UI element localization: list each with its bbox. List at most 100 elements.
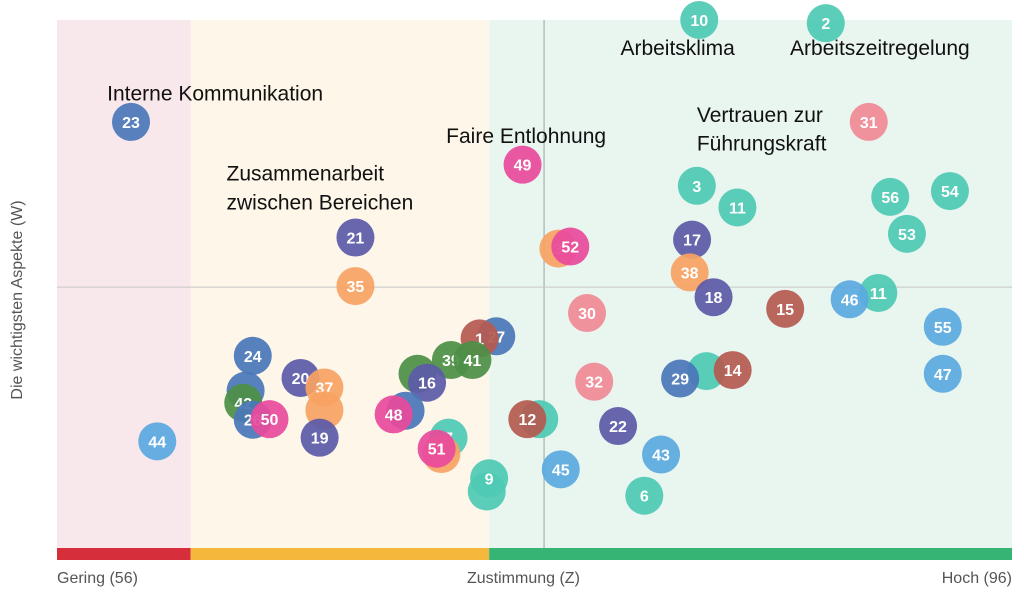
point-marker[interactable] bbox=[930, 172, 969, 211]
point-label: 11 bbox=[870, 286, 887, 303]
data-point[interactable]: 18 bbox=[694, 278, 733, 317]
data-point[interactable]: 50 bbox=[250, 400, 289, 439]
data-point[interactable]: 14 bbox=[713, 351, 752, 390]
data-point[interactable]: 31 bbox=[849, 102, 888, 141]
point-marker[interactable] bbox=[718, 188, 757, 227]
annotation-label: Faire Entlohnung bbox=[446, 125, 606, 148]
point-marker[interactable] bbox=[508, 400, 547, 439]
point-marker[interactable] bbox=[677, 166, 716, 205]
point-label: 50 bbox=[261, 412, 279, 429]
point-marker[interactable] bbox=[453, 341, 492, 380]
point-marker[interactable] bbox=[336, 218, 375, 257]
point-marker[interactable] bbox=[250, 400, 289, 439]
point-marker[interactable] bbox=[673, 220, 712, 259]
point-marker[interactable] bbox=[661, 359, 700, 398]
data-point[interactable]: 43 bbox=[642, 435, 681, 474]
point-label: 48 bbox=[385, 407, 403, 424]
point-marker[interactable] bbox=[417, 429, 456, 468]
data-point[interactable]: 30 bbox=[568, 294, 607, 333]
point-marker[interactable] bbox=[138, 422, 177, 461]
data-point[interactable]: 35 bbox=[336, 267, 375, 306]
data-point[interactable]: 49 bbox=[503, 145, 542, 184]
point-label: 18 bbox=[705, 290, 723, 307]
data-point[interactable]: 48 bbox=[374, 395, 413, 434]
point-label: 22 bbox=[609, 419, 627, 436]
data-point[interactable]: 41 bbox=[453, 341, 492, 380]
data-point[interactable]: 17 bbox=[673, 220, 712, 259]
data-point[interactable]: 46 bbox=[830, 280, 869, 319]
point-label: 44 bbox=[148, 434, 166, 451]
point-marker[interactable] bbox=[849, 102, 888, 141]
point-marker[interactable] bbox=[694, 278, 733, 317]
point-marker[interactable] bbox=[670, 253, 709, 292]
data-point[interactable]: 16 bbox=[408, 363, 447, 402]
point-marker[interactable] bbox=[830, 280, 869, 319]
point-marker[interactable] bbox=[300, 418, 339, 457]
data-point[interactable]: 51 bbox=[417, 429, 456, 468]
point-marker[interactable] bbox=[642, 435, 681, 474]
data-point[interactable]: 12 bbox=[508, 400, 547, 439]
point-marker[interactable] bbox=[766, 289, 805, 328]
data-point[interactable]: 3 bbox=[677, 166, 716, 205]
point-marker[interactable] bbox=[887, 214, 926, 253]
data-point[interactable]: 44 bbox=[138, 422, 177, 461]
point-label: 49 bbox=[514, 158, 532, 175]
data-point[interactable]: 9 bbox=[470, 459, 509, 498]
point-label: 10 bbox=[690, 13, 708, 30]
data-point[interactable]: 54 bbox=[930, 172, 969, 211]
data-point[interactable]: 10 bbox=[680, 1, 719, 39]
data-point[interactable]: 19 bbox=[300, 418, 339, 457]
point-marker[interactable] bbox=[680, 1, 719, 39]
data-point[interactable]: 55 bbox=[923, 307, 962, 346]
data-point[interactable]: 11 bbox=[859, 273, 898, 312]
point-label: 29 bbox=[671, 372, 689, 389]
point-label: 45 bbox=[552, 462, 570, 479]
data-point[interactable]: 56 bbox=[871, 177, 910, 216]
point-label: 16 bbox=[418, 376, 436, 393]
data-point[interactable]: 23 bbox=[112, 102, 151, 141]
point-marker[interactable] bbox=[374, 395, 413, 434]
point-marker[interactable] bbox=[923, 354, 962, 393]
point-marker[interactable] bbox=[336, 267, 375, 306]
data-point[interactable]: 52 bbox=[551, 227, 590, 266]
zone-bar-1 bbox=[190, 548, 490, 560]
data-point[interactable]: 53 bbox=[887, 214, 926, 253]
data-point[interactable]: 38 bbox=[670, 253, 709, 292]
point-marker[interactable] bbox=[503, 145, 542, 184]
point-marker[interactable] bbox=[713, 351, 752, 390]
annotation-label: Vertrauen zur bbox=[697, 104, 823, 127]
point-marker[interactable] bbox=[599, 407, 638, 446]
point-marker[interactable] bbox=[806, 4, 845, 43]
point-marker[interactable] bbox=[551, 227, 590, 266]
data-point[interactable]: 11 bbox=[718, 188, 757, 227]
point-label: 14 bbox=[724, 363, 742, 380]
data-point[interactable]: 6 bbox=[625, 476, 664, 515]
data-point[interactable]: 15 bbox=[766, 289, 805, 328]
point-marker[interactable] bbox=[112, 102, 151, 141]
point-marker[interactable] bbox=[568, 294, 607, 333]
data-point[interactable]: 24 bbox=[233, 336, 272, 375]
point-label: 31 bbox=[860, 115, 878, 132]
point-label: 1 bbox=[475, 331, 484, 348]
point-marker[interactable] bbox=[408, 363, 447, 402]
point-label: 35 bbox=[347, 279, 365, 296]
point-marker[interactable] bbox=[541, 450, 580, 489]
point-marker[interactable] bbox=[470, 459, 509, 498]
point-marker[interactable] bbox=[859, 273, 898, 312]
data-point[interactable]: 21 bbox=[336, 218, 375, 257]
point-marker[interactable] bbox=[871, 177, 910, 216]
annotation-label: zwischen Bereichen bbox=[227, 192, 414, 215]
data-point[interactable]: 22 bbox=[599, 407, 638, 446]
point-marker[interactable] bbox=[923, 307, 962, 346]
data-point[interactable]: 45 bbox=[541, 450, 580, 489]
point-label: 41 bbox=[464, 353, 482, 370]
point-label: 38 bbox=[681, 265, 699, 282]
data-point[interactable]: 47 bbox=[923, 354, 962, 393]
point-marker[interactable] bbox=[575, 362, 614, 401]
data-point[interactable]: 29 bbox=[661, 359, 700, 398]
point-marker[interactable] bbox=[233, 336, 272, 375]
point-marker[interactable] bbox=[625, 476, 664, 515]
data-point[interactable]: 32 bbox=[575, 362, 614, 401]
data-point[interactable]: 2 bbox=[806, 4, 845, 43]
point-label: 43 bbox=[652, 448, 670, 465]
